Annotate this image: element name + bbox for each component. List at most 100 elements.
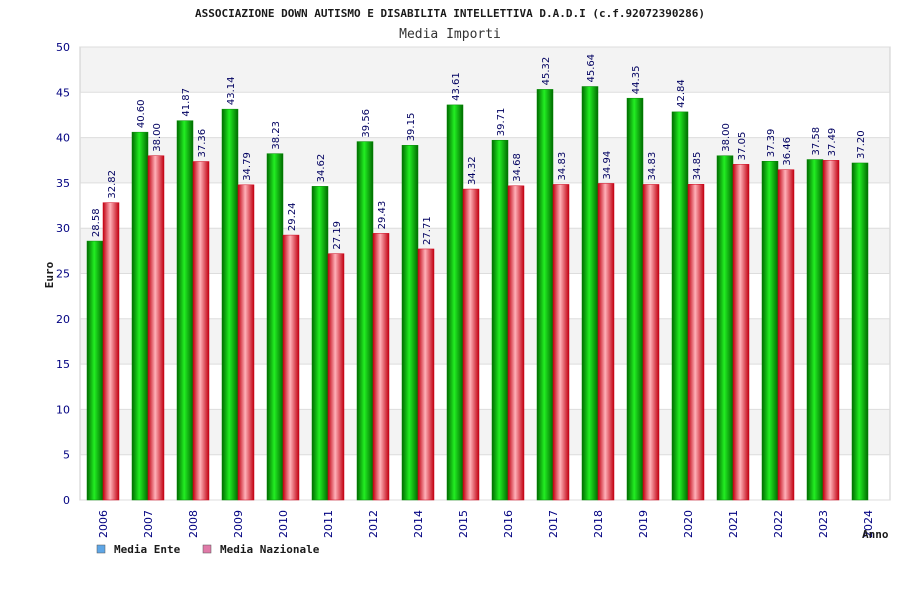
data-label: 40.60: [136, 100, 147, 129]
bar-media-ente: [716, 155, 734, 501]
data-label: 34.79: [242, 152, 253, 181]
x-tick-label: 2011: [322, 510, 335, 538]
data-labels: 28.58 40.60 41.87 43.14 38.23 34.62 39.56 39.15…: [91, 54, 867, 250]
plot-band: [80, 454, 890, 500]
bar-media-nazionale: [282, 234, 300, 501]
bar-media-nazionale: [642, 184, 660, 501]
bar-media-ente: [806, 159, 824, 501]
grid-lines: [80, 46, 890, 501]
data-label: 29.24: [287, 202, 298, 231]
data-label: 43.61: [451, 72, 462, 101]
plot-band: [80, 92, 890, 138]
plot-band: [80, 364, 890, 410]
plot-band: [80, 273, 890, 319]
bar-media-ente: [86, 240, 104, 501]
y-tick-label: 45: [56, 86, 70, 99]
legend-swatch: [202, 544, 212, 554]
data-label: 43.14: [226, 77, 237, 106]
x-axis-label: Anno: [862, 528, 889, 541]
y-tick-label: 0: [63, 494, 70, 507]
bar-media-nazionale: [687, 184, 705, 501]
y-axis-ticks: 0 5 10 15 20 25 30 35 40 45 50: [56, 41, 70, 507]
bars: [86, 86, 869, 501]
data-label: 38.00: [152, 123, 163, 152]
bar-media-ente: [536, 89, 554, 501]
data-label: 32.82: [107, 170, 118, 199]
bar-media-nazionale: [417, 248, 435, 501]
y-tick-label: 50: [56, 41, 70, 54]
y-axis-label: Euro: [43, 261, 56, 288]
data-label: 27.71: [422, 216, 433, 245]
data-label: 44.35: [631, 66, 642, 95]
data-label: 34.83: [557, 152, 568, 181]
x-tick-label: 2015: [457, 510, 470, 538]
bar-media-ente: [401, 145, 419, 501]
bar-media-nazionale: [147, 155, 165, 501]
plot-band: [80, 182, 890, 229]
bar-media-nazionale: [552, 184, 570, 501]
y-tick-label: 40: [56, 132, 70, 145]
x-tick-label: 2014: [412, 510, 425, 538]
data-label: 27.19: [332, 221, 343, 250]
y-tick-label: 30: [56, 222, 70, 235]
data-label: 34.32: [467, 156, 478, 185]
data-label: 42.84: [676, 79, 687, 108]
x-tick-label: 2023: [817, 510, 830, 538]
bar-media-ente: [266, 153, 284, 501]
data-label: 36.46: [782, 137, 793, 166]
plot-background: [79, 46, 891, 501]
x-tick-label: 2012: [367, 510, 380, 538]
x-tick-label: 2024: [862, 510, 875, 538]
plot-band: [80, 409, 890, 455]
bar-media-ente: [311, 186, 329, 501]
y-tick-label: 5: [63, 449, 70, 462]
x-tick-label: 2016: [502, 510, 515, 538]
bar-media-nazionale: [327, 253, 345, 501]
data-label: 37.49: [827, 128, 838, 157]
bar-media-ente: [356, 141, 374, 501]
x-tick-label: 2020: [682, 510, 695, 538]
bar-media-ente: [626, 97, 644, 501]
data-label: 39.56: [361, 109, 372, 138]
bar-media-ente: [671, 111, 689, 501]
bar-media-ente: [581, 86, 599, 501]
data-label: 39.71: [496, 108, 507, 137]
x-axis-ticks: 2006 2007 2008 2009 2010 2011 2012 2014 2015 2016…: [97, 510, 875, 538]
data-label: 37.20: [856, 130, 867, 159]
data-label: 39.15: [406, 113, 417, 142]
data-label: 34.85: [692, 152, 703, 181]
y-tick-label: 10: [56, 403, 70, 416]
bar-media-ente: [851, 162, 869, 501]
legend-swatch: [96, 544, 106, 554]
x-tick-label: 2009: [232, 510, 245, 538]
data-label: 34.68: [512, 153, 523, 182]
data-label: 34.83: [647, 152, 658, 181]
bar-media-ente: [491, 139, 509, 501]
x-tick-label: 2010: [277, 510, 290, 538]
bar-media-ente: [131, 131, 149, 501]
x-tick-label: 2021: [727, 510, 740, 538]
x-tick-label: 2022: [772, 510, 785, 538]
data-label: 29.43: [377, 201, 388, 230]
data-label: 41.87: [181, 88, 192, 117]
bar-media-nazionale: [372, 233, 390, 501]
data-label: 37.58: [811, 127, 822, 156]
data-label: 45.64: [586, 54, 597, 83]
bar-media-nazionale: [462, 188, 480, 501]
bar-media-nazionale: [192, 161, 210, 501]
x-tick-label: 2017: [547, 510, 560, 538]
bar-media-ente: [176, 120, 194, 501]
plot-band: [80, 228, 890, 274]
data-label: 34.62: [316, 154, 327, 183]
data-label: 34.94: [602, 151, 613, 180]
data-label: 38.00: [721, 123, 732, 152]
plot-band: [80, 137, 890, 183]
data-label: 37.36: [197, 129, 208, 158]
bar-media-ente: [221, 108, 239, 501]
y-tick-label: 25: [56, 268, 70, 281]
data-label: 28.58: [91, 208, 102, 237]
x-tick-label: 2018: [592, 510, 605, 538]
data-label: 38.23: [271, 121, 282, 150]
y-tick-label: 35: [56, 177, 70, 190]
